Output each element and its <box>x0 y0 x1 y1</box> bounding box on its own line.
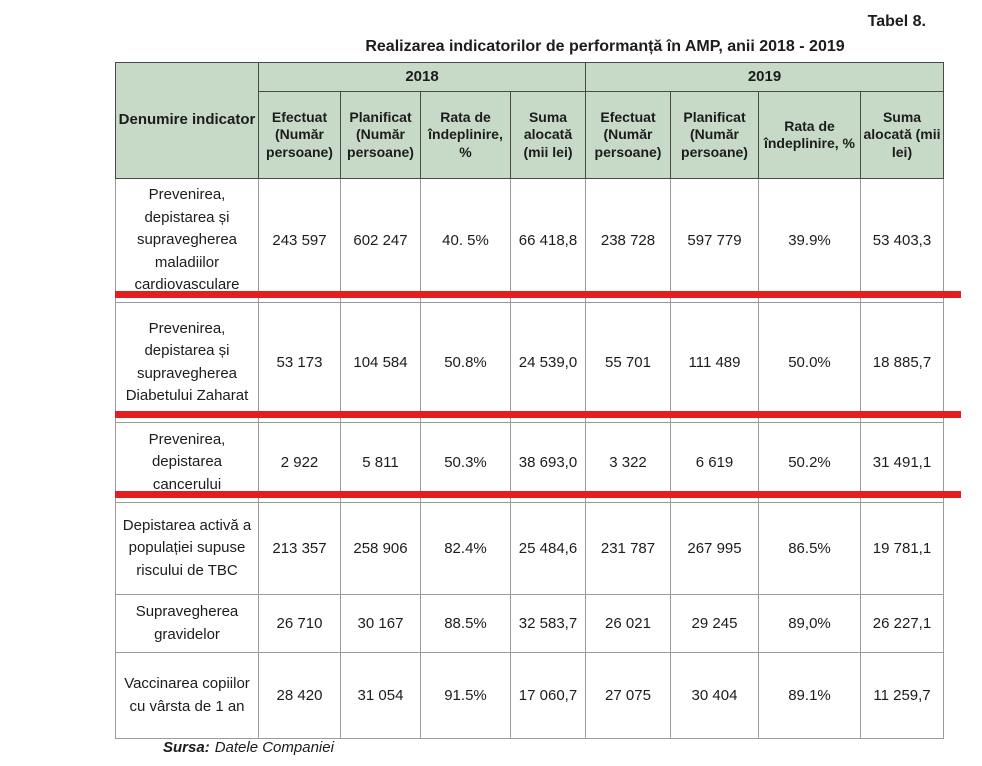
value-cell: 3 322 <box>585 422 671 503</box>
value-cell: 86.5% <box>758 502 861 595</box>
value-cell: 30 167 <box>340 594 421 653</box>
value-cell: 88.5% <box>420 594 511 653</box>
value-cell: 6 619 <box>670 422 759 503</box>
table-row: Depistarea activă a populației supuse ri… <box>115 502 944 595</box>
value-cell: 2 922 <box>258 422 341 503</box>
value-cell: 31 491,1 <box>860 422 944 503</box>
source-text: Datele Companiei <box>214 739 334 756</box>
value-cell: 38 693,0 <box>510 422 586 503</box>
value-cell: 50.8% <box>420 302 511 423</box>
indicator-cell: Prevenirea, depistarea și supravegherea … <box>115 302 259 423</box>
sub-header-row: Efectuat (Număr persoane) Planificat (Nu… <box>116 91 944 179</box>
source-label: Sursa: <box>163 739 210 756</box>
value-cell: 18 885,7 <box>860 302 944 423</box>
value-cell: 111 489 <box>670 302 759 423</box>
value-cell: 26 710 <box>258 594 341 653</box>
source-note: Sursa: Datele Companiei <box>163 739 334 756</box>
value-cell: 25 484,6 <box>510 502 586 595</box>
year-header-2019: 2019 <box>585 62 944 92</box>
value-cell: 17 060,7 <box>510 652 586 739</box>
header-2018-rata: Rata de îndeplinire, % <box>420 91 511 179</box>
value-cell: 5 811 <box>340 422 421 503</box>
value-cell: 231 787 <box>585 502 671 595</box>
table-row: Prevenirea, depistarea și supravegherea … <box>115 178 944 303</box>
value-cell: 55 701 <box>585 302 671 423</box>
value-cell: 89,0% <box>758 594 861 653</box>
value-cell: 26 021 <box>585 594 671 653</box>
value-cell: 26 227,1 <box>860 594 944 653</box>
indicator-cell: Vaccinarea copiilor cu vârsta de 1 an <box>115 652 259 739</box>
value-cell: 602 247 <box>340 178 421 303</box>
red-underline <box>115 411 961 418</box>
header-2018-planificat: Planificat (Număr persoane) <box>340 91 421 179</box>
year-header-row: Denumire indicator 2018 2019 <box>115 62 944 179</box>
value-cell: 267 995 <box>670 502 759 595</box>
indicator-cell: Supravegherea gravidelor <box>115 594 259 653</box>
table-title: Realizarea indicatorilor de performanță … <box>365 38 845 55</box>
value-cell: 27 075 <box>585 652 671 739</box>
value-cell: 53 173 <box>258 302 341 423</box>
table-caption-number: Tabel 8. <box>867 13 926 30</box>
value-cell: 50.0% <box>758 302 861 423</box>
red-underline <box>115 491 961 498</box>
performance-table: Denumire indicator 2018 2019 Efectuat (N… <box>115 62 944 739</box>
value-cell: 40. 5% <box>420 178 511 303</box>
header-2019-planificat: Planificat (Număr persoane) <box>670 91 759 179</box>
table-row: Vaccinarea copiilor cu vârsta de 1 an 28… <box>115 652 944 739</box>
value-cell: 258 906 <box>340 502 421 595</box>
value-cell: 11 259,7 <box>860 652 944 739</box>
column-header-indicator: Denumire indicator <box>115 62 259 179</box>
header-2019-rata: Rata de îndeplinire, % <box>758 91 861 179</box>
table-row: Supravegherea gravidelor 26 710 30 167 8… <box>115 594 944 653</box>
value-cell: 89.1% <box>758 652 861 739</box>
header-2019-efectuat: Efectuat (Număr persoane) <box>585 91 671 179</box>
value-cell: 39.9% <box>758 178 861 303</box>
indicator-cell: Depistarea activă a populației supuse ri… <box>115 502 259 595</box>
value-cell: 66 418,8 <box>510 178 586 303</box>
value-cell: 243 597 <box>258 178 341 303</box>
value-cell: 50.3% <box>420 422 511 503</box>
value-cell: 50.2% <box>758 422 861 503</box>
header-2018-efectuat: Efectuat (Număr persoane) <box>258 91 341 179</box>
value-cell: 104 584 <box>340 302 421 423</box>
value-cell: 32 583,7 <box>510 594 586 653</box>
value-cell: 19 781,1 <box>860 502 944 595</box>
indicator-cell: Prevenirea, depistarea și supravegherea … <box>115 178 259 303</box>
value-cell: 28 420 <box>258 652 341 739</box>
value-cell: 53 403,3 <box>860 178 944 303</box>
value-cell: 24 539,0 <box>510 302 586 423</box>
value-cell: 30 404 <box>670 652 759 739</box>
red-underline <box>115 291 961 298</box>
value-cell: 597 779 <box>670 178 759 303</box>
indicator-cell: Prevenirea, depistarea cancerului <box>115 422 259 503</box>
header-2019-suma: Suma alocată (mii lei) <box>860 91 944 179</box>
year-header-2018: 2018 <box>258 62 586 92</box>
value-cell: 29 245 <box>670 594 759 653</box>
value-cell: 82.4% <box>420 502 511 595</box>
table-row: Prevenirea, depistarea cancerului 2 922 … <box>115 422 944 503</box>
value-cell: 91.5% <box>420 652 511 739</box>
table-row: Prevenirea, depistarea și supravegherea … <box>115 302 944 423</box>
value-cell: 238 728 <box>585 178 671 303</box>
value-cell: 213 357 <box>258 502 341 595</box>
header-2018-suma: Suma alocată (mii lei) <box>510 91 586 179</box>
value-cell: 31 054 <box>340 652 421 739</box>
